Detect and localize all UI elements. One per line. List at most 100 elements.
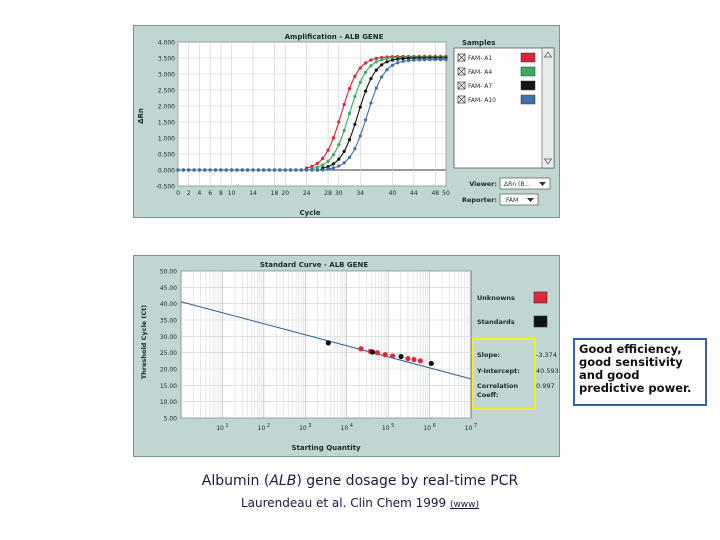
x-tick-label: 20 [281, 190, 289, 197]
sample-color-swatch[interactable] [520, 80, 536, 91]
sample-color-swatch[interactable] [520, 52, 536, 63]
series-point [235, 168, 239, 172]
viewer-label: Viewer: [469, 180, 497, 188]
series-point [380, 75, 384, 79]
series-point [294, 168, 298, 172]
y-tick-label: -0.500 [156, 184, 176, 191]
caption-title-gene: ALB [269, 473, 297, 489]
series-point [326, 159, 330, 163]
y-tick-label: 2.000 [158, 104, 175, 111]
series-point [353, 74, 357, 78]
y-tick-label: 40.00 [160, 301, 177, 308]
caption-title: Albumin (ALB) gene dosage by real-time P… [0, 473, 720, 489]
correlation-label-2: Coeff: [477, 391, 499, 399]
series-point [224, 168, 228, 172]
series-point [401, 59, 405, 63]
series-point [192, 168, 196, 172]
series-point [358, 80, 362, 84]
series-point [444, 58, 448, 62]
series-point [401, 57, 405, 61]
sample-label: FAM- A10 [468, 97, 496, 104]
viewer-select[interactable]: ΔRn (B... [499, 177, 551, 190]
amplification-plot-area [177, 41, 447, 187]
series-point [374, 86, 378, 90]
series-point [369, 101, 373, 105]
series-point [439, 58, 443, 62]
series-point [315, 165, 319, 169]
series-point [326, 167, 330, 171]
series-point [315, 161, 319, 166]
x-tick-label: 50 [442, 190, 450, 197]
unknown-point [417, 358, 423, 364]
x-tick-label: 48 [431, 190, 439, 197]
unknown-point [389, 353, 396, 359]
scroll-up-icon[interactable] [543, 51, 553, 58]
sample-color-swatch[interactable] [520, 66, 536, 77]
x-tick-label: 10 1 [216, 423, 228, 432]
series-point [406, 56, 411, 60]
sample-color-swatch[interactable] [520, 94, 536, 105]
y-tick-label: 15.00 [160, 383, 177, 390]
x-tick-label: 10 7 [465, 423, 477, 432]
intercept-value: 40.593 [536, 367, 559, 375]
standard-curve-points [325, 340, 434, 367]
samples-scrollbar[interactable] [541, 47, 555, 169]
correlation-label: Correlation [477, 382, 518, 390]
legend-standards-swatch [533, 315, 548, 328]
series-point [406, 58, 411, 63]
y-tick-label: 30.00 [160, 334, 177, 341]
series-point [396, 57, 400, 61]
sample-row[interactable]: FAM- A7 [457, 80, 536, 91]
series-point [364, 118, 368, 122]
slope-label: Slope: [477, 351, 500, 359]
series-point [331, 166, 336, 170]
x-tick-label: 10 [228, 190, 236, 197]
series-point [230, 168, 234, 172]
standard-curve-x-ticks: 10 1 10 2 10 3 10 4 10 5 10 6 10 7 [216, 423, 477, 432]
series-point [353, 122, 357, 126]
amplification-x-axis-label: Cycle [300, 209, 321, 217]
y-tick-label: 10.00 [160, 399, 177, 406]
series-point [213, 168, 218, 172]
series-point [380, 63, 384, 67]
series-point [353, 147, 357, 151]
caption-citation: Laurendeau et al. Clin Chem 1999 (www) [0, 496, 720, 510]
series-point [428, 58, 432, 62]
series-point [240, 168, 244, 172]
series-point [262, 168, 266, 172]
amplification-title: Amplification - ALB GENE [285, 33, 384, 41]
reporter-select[interactable]: FAM [499, 193, 539, 206]
standard-point [369, 349, 376, 355]
x-tick-label: 0 [176, 190, 180, 197]
x-tick-label: 40 [389, 190, 397, 197]
series-point [385, 68, 389, 72]
sample-label: FAM- A4 [468, 69, 492, 76]
chevron-down-icon [527, 198, 534, 202]
series-point [380, 58, 384, 62]
series-point [374, 56, 378, 60]
series-point [337, 120, 341, 124]
series-point [331, 153, 336, 157]
samples-list[interactable] [453, 47, 555, 169]
check-x-icon [457, 53, 466, 62]
amplification-panel: Amplification - ALB GENE ΔRn Cycle 4.000… [133, 25, 560, 218]
sample-row[interactable]: FAM- A4 [457, 66, 536, 77]
x-tick-label: 6 [208, 190, 212, 197]
series-point [390, 63, 394, 67]
citation-link[interactable]: (www) [449, 500, 480, 510]
scroll-down-icon[interactable] [543, 158, 553, 165]
series-point [433, 58, 437, 62]
x-tick-label: 24 [303, 190, 311, 197]
series-point [288, 168, 293, 172]
sample-row[interactable]: FAM- A10 [457, 94, 536, 105]
x-tick-label: 10 6 [423, 423, 435, 432]
sample-row[interactable]: FAM- A1 [457, 52, 536, 63]
amplification-series [176, 54, 448, 172]
x-tick-label: 10 2 [258, 423, 270, 432]
series-point [283, 168, 287, 172]
series-point [369, 64, 373, 68]
x-tick-label: 10 4 [341, 423, 353, 432]
series-point [321, 168, 325, 172]
series-point [347, 155, 352, 159]
y-tick-label: 4.000 [158, 40, 175, 47]
